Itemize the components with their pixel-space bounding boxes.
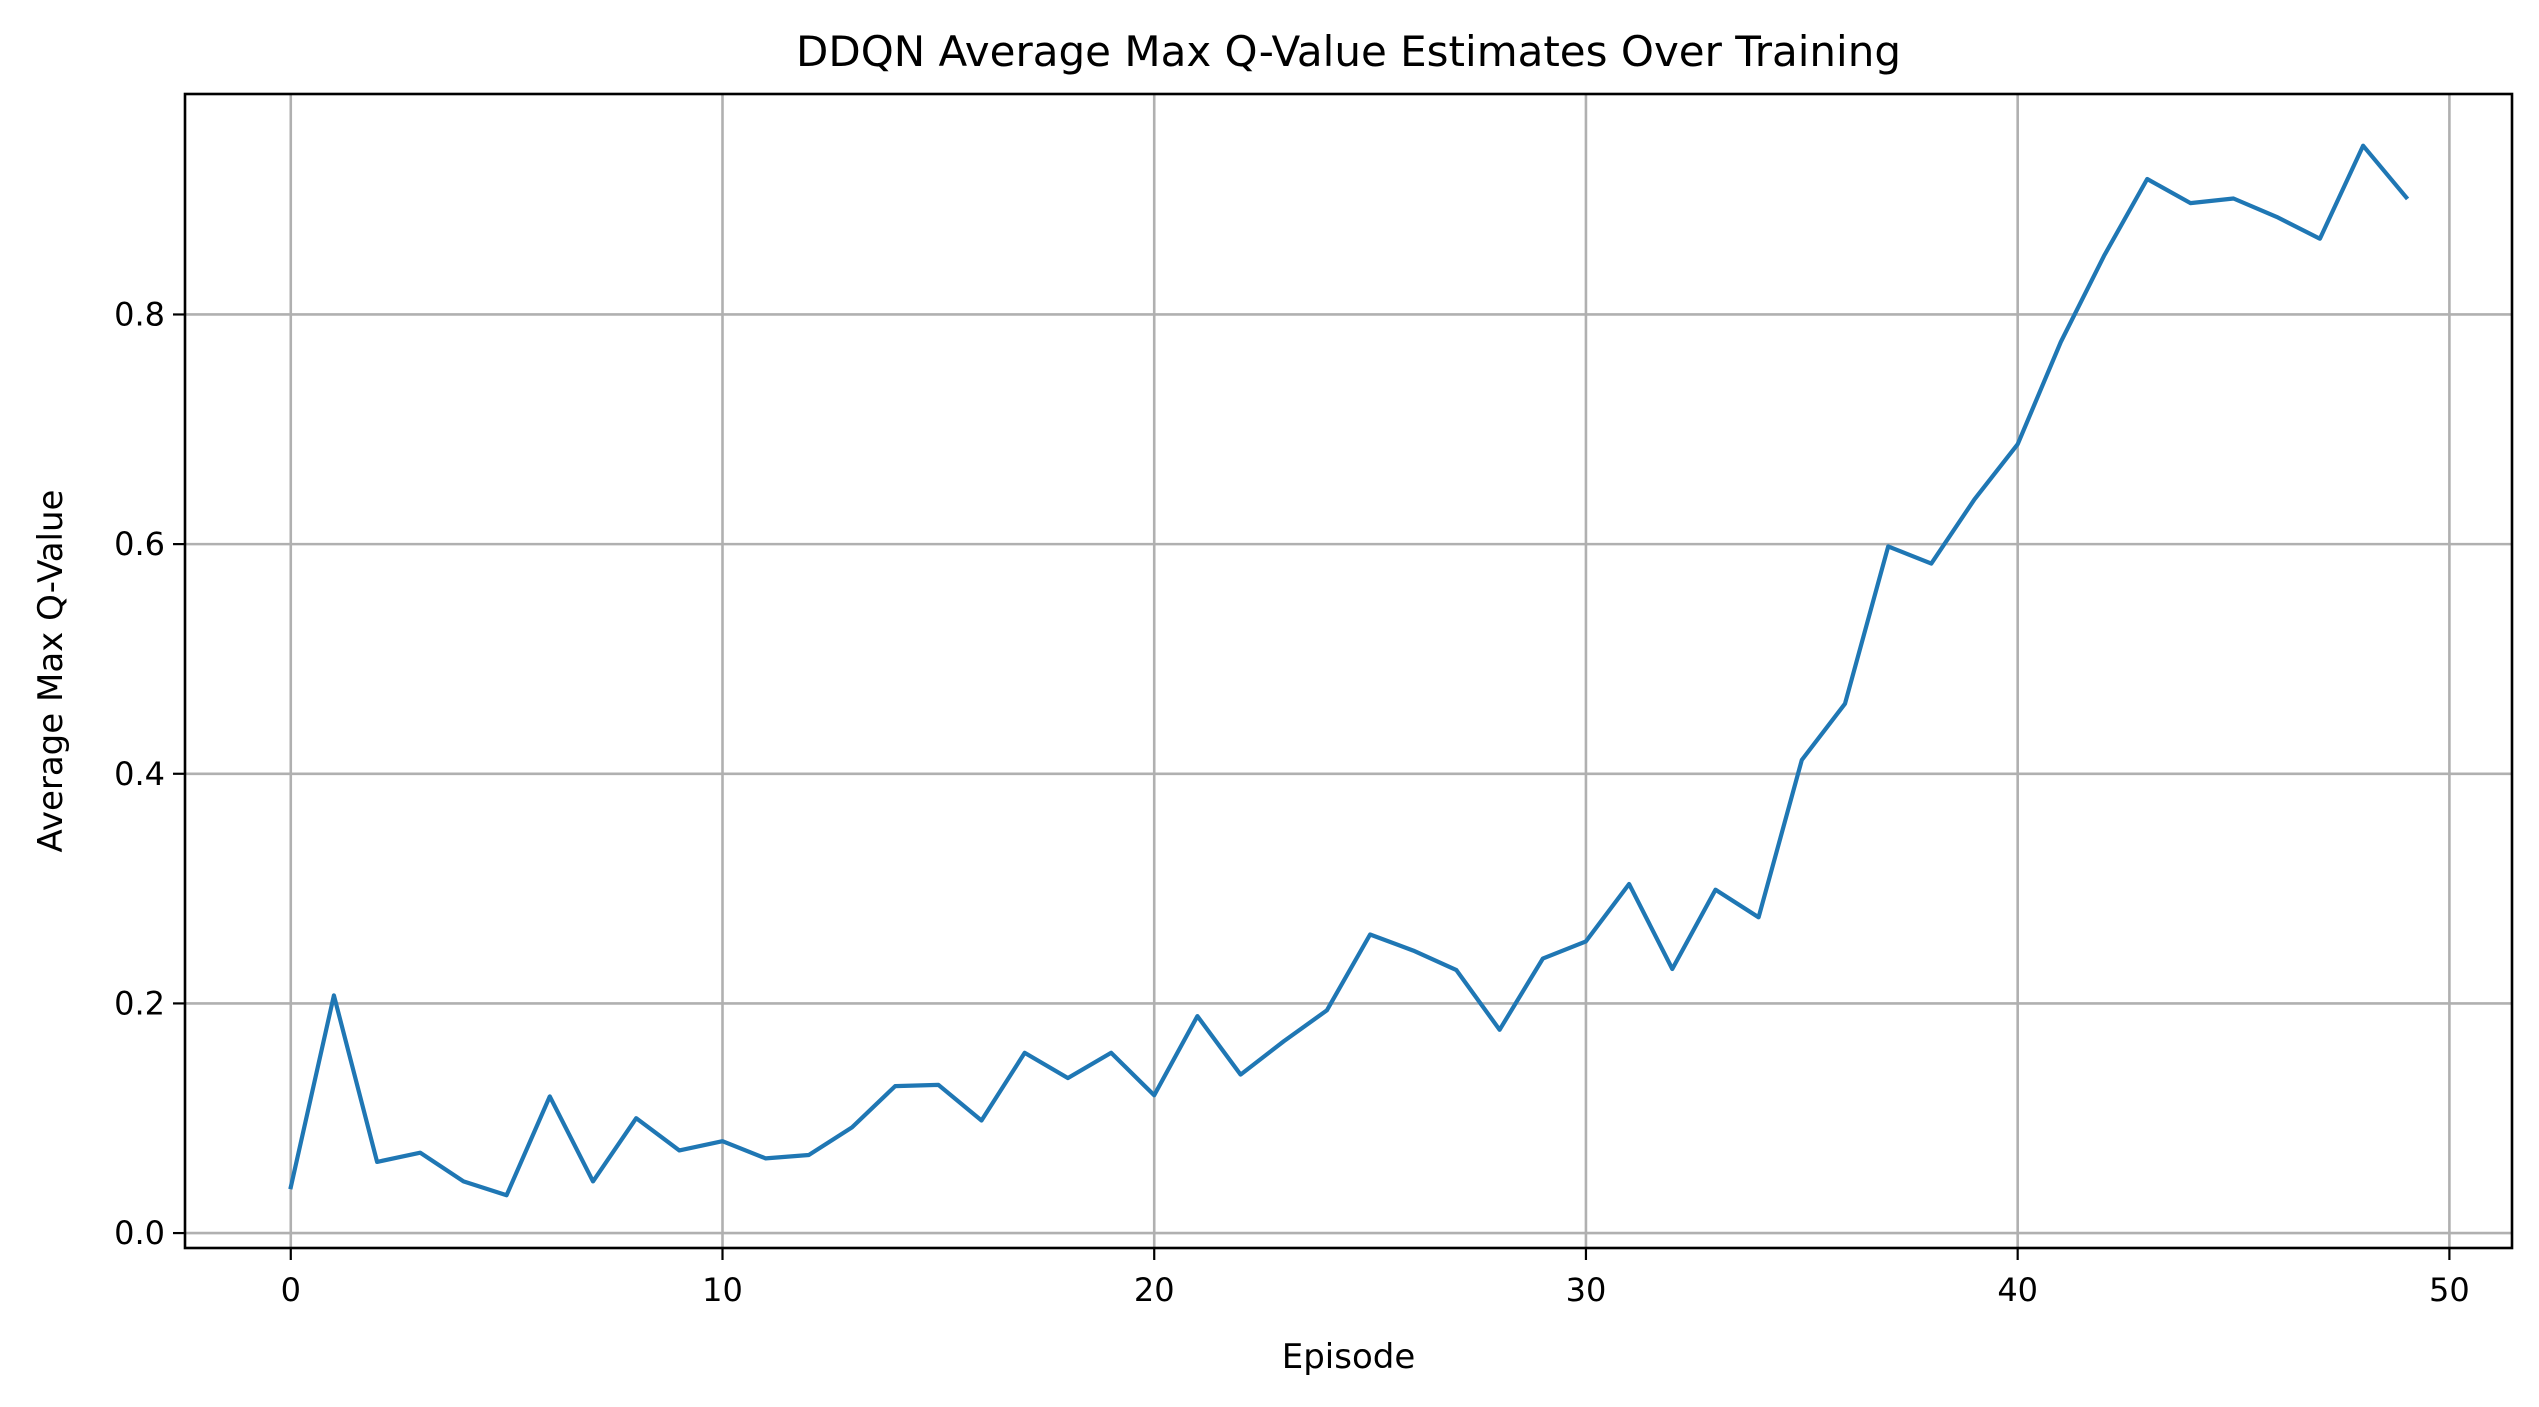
x-tick-label: 50	[2429, 1271, 2470, 1309]
plot-frame	[183, 92, 2514, 1250]
y-tick-label: 0.4	[114, 755, 165, 793]
y-tick-label: 0.8	[114, 295, 165, 333]
x-tick-label: 0	[281, 1271, 301, 1309]
series-layer	[288, 143, 2410, 1198]
axis-ticks: 0 10 20 30 40 50 0.0 0.2 0.4 0.6 0.8	[114, 295, 2470, 1309]
chart-title: DDQN Average Max Q-Value Estimates Over …	[796, 27, 1901, 76]
y-axis-label: Average Max Q-Value	[31, 490, 71, 853]
grid-lines	[185, 94, 2512, 1248]
x-tick-label: 40	[1997, 1271, 2038, 1309]
y-tick-label: 0.2	[114, 984, 165, 1022]
x-axis-label: Episode	[1282, 1337, 1416, 1377]
x-tick-label: 10	[702, 1271, 743, 1309]
series-line	[288, 143, 2410, 1198]
y-tick-label: 0.6	[114, 525, 165, 563]
x-tick-label: 20	[1134, 1271, 1175, 1309]
y-tick-label: 0.0	[114, 1214, 165, 1252]
x-tick-label: 30	[1566, 1271, 1607, 1309]
